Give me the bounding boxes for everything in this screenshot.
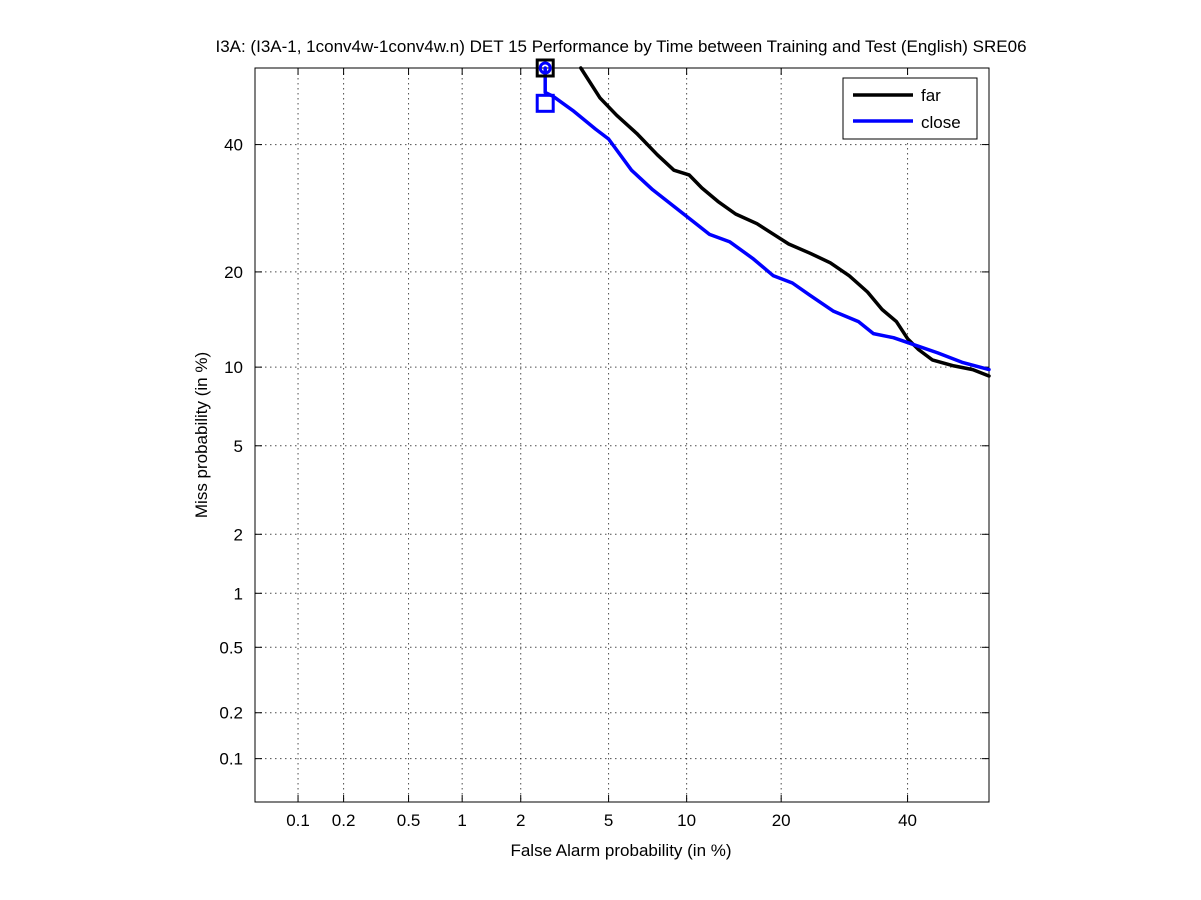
legend-label-close: close (921, 113, 961, 132)
marker-square-close (535, 93, 555, 113)
legend: far close (842, 77, 978, 140)
marker-square-far (535, 58, 555, 78)
series-layer (543, 66, 991, 378)
y-tick-label: 0.1 (219, 750, 243, 769)
series-line-close (543, 66, 991, 372)
y-tick-label: 10 (224, 358, 243, 377)
marker-layer (535, 58, 555, 113)
y-tick-label: 5 (234, 437, 243, 456)
y-tick-label: 1 (234, 584, 243, 603)
x-tick-label: 0.5 (397, 811, 421, 830)
y-axis-label: Miss probability (in %) (192, 352, 211, 518)
x-tick-label: 10 (677, 811, 696, 830)
x-axis-label: False Alarm probability (in %) (510, 841, 731, 860)
x-tick-label: 1 (457, 811, 466, 830)
chart-title: I3A: (I3A-1, 1conv4w-1conv4w.n) DET 15 P… (215, 37, 1026, 56)
legend-label-far: far (921, 86, 941, 105)
y-tick-label: 40 (224, 136, 243, 155)
x-tick-label: 5 (604, 811, 613, 830)
x-tick-label: 2 (516, 811, 525, 830)
y-tick-label: 0.2 (219, 704, 243, 723)
x-tick-label: 0.2 (332, 811, 356, 830)
marker-circle-close (538, 61, 552, 75)
tick-layer: 0.1 0.2 0.5 1 2 5 10 20 40 0.1 0.2 0.5 1 2 5 10 20 40 (219, 68, 989, 830)
x-tick-label: 40 (898, 811, 917, 830)
x-tick-label: 0.1 (286, 811, 310, 830)
y-tick-label: 0.5 (219, 638, 243, 657)
plot-area-frame (254, 67, 990, 803)
series-line-far (579, 66, 991, 378)
x-tick-label: 20 (772, 811, 791, 830)
y-tick-label: 2 (234, 525, 243, 544)
legend-box (842, 77, 978, 140)
y-tick-label: 20 (224, 263, 243, 282)
